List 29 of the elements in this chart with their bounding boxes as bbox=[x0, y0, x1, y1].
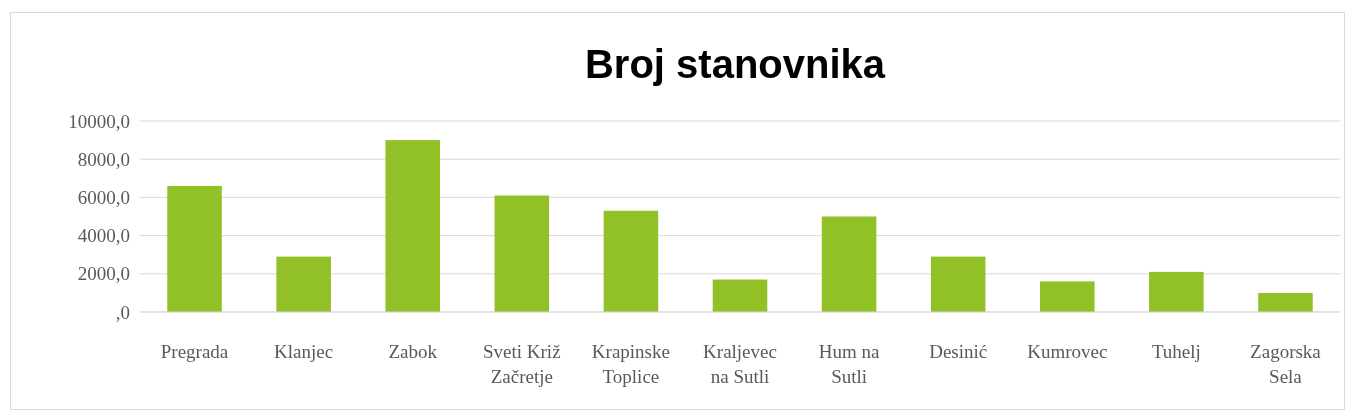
bar bbox=[276, 256, 331, 312]
x-tick-label: Krapinske Toplice bbox=[591, 341, 670, 387]
bar bbox=[167, 185, 222, 312]
x-tick-label: Sveti Križ Začretje bbox=[483, 341, 561, 387]
bar bbox=[385, 140, 440, 312]
y-tick-label: 10000,0 bbox=[68, 110, 130, 132]
y-tick-label: 8000,0 bbox=[77, 148, 130, 170]
y-tick-label: 6000,0 bbox=[77, 187, 130, 209]
x-tick-label: Klanjec bbox=[274, 341, 334, 362]
x-tick-label: Tuhelj bbox=[1151, 341, 1201, 362]
chart-title: Broj stanovnika bbox=[584, 42, 886, 86]
x-tick-label: Zabok bbox=[388, 341, 438, 362]
bar bbox=[494, 195, 550, 312]
bar bbox=[1040, 281, 1095, 312]
bar bbox=[1258, 292, 1313, 312]
y-tick-label: ,0 bbox=[115, 301, 130, 323]
bar bbox=[712, 279, 768, 312]
x-tick-label: Kraljevec na Sutli bbox=[703, 341, 777, 387]
y-tick-label: 2000,0 bbox=[77, 263, 130, 285]
bar bbox=[930, 256, 986, 312]
bar bbox=[1149, 271, 1204, 312]
x-tick-label: Hum na Sutli bbox=[818, 341, 880, 387]
bar bbox=[603, 210, 659, 312]
y-tick-label: 4000,0 bbox=[77, 225, 130, 247]
x-tick-label: Zagorska Sela bbox=[1250, 341, 1322, 387]
x-tick-label: Desinić bbox=[929, 341, 988, 362]
bar bbox=[821, 216, 877, 312]
x-tick-label: Pregrada bbox=[160, 341, 229, 362]
x-tick-label: Kumrovec bbox=[1027, 341, 1108, 362]
